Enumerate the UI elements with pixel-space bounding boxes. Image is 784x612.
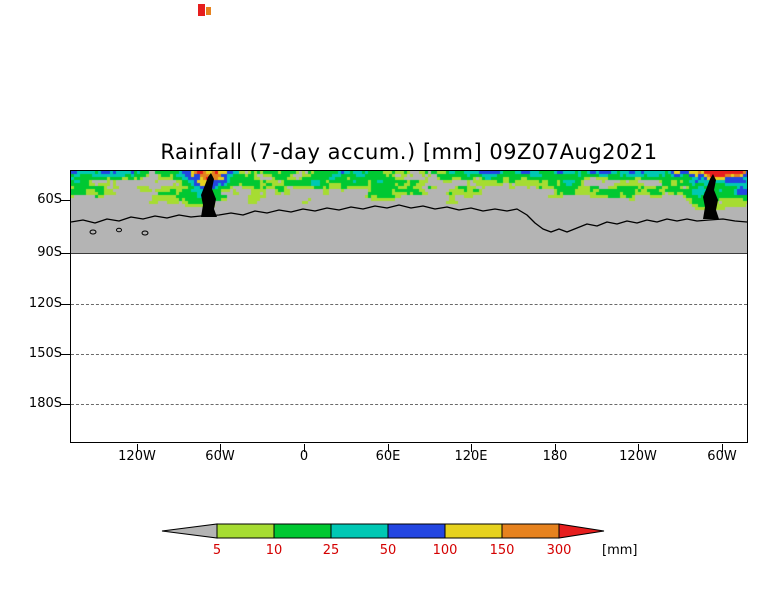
colorbar-segment <box>501 523 560 539</box>
x-axis-tick <box>388 444 389 452</box>
x-tick-label-120w-a: 120W <box>118 449 156 464</box>
x-tick-label-60w-b: 60W <box>707 449 737 464</box>
colorbar-segment <box>387 523 446 539</box>
colorbar-arrow-low <box>161 523 218 539</box>
island-outline <box>89 229 97 235</box>
y-axis-tick <box>61 200 70 201</box>
colorbar-label: 100 <box>432 543 458 558</box>
colorbar-segment <box>444 523 503 539</box>
colorbar: 5 10 25 50 100 150 300 [mm] <box>160 522 670 562</box>
x-axis-tick <box>555 444 556 452</box>
top-edge-artifact-red <box>198 4 205 16</box>
y-tick-label-150s: 150S <box>28 346 62 361</box>
x-axis-tick <box>304 444 305 452</box>
x-tick-label-180: 180 <box>542 449 568 464</box>
colorbar-label: 25 <box>322 543 340 558</box>
x-tick-label-120e: 120E <box>454 449 488 464</box>
chart-title: Rainfall (7-day accum.) [mm] 09Z07Aug202… <box>160 140 658 164</box>
x-tick-label-120w-b: 120W <box>619 449 657 464</box>
x-tick-label-60e: 60E <box>375 449 401 464</box>
x-tick-label-60w-a: 60W <box>205 449 235 464</box>
data-boundary-line-90s <box>71 253 747 254</box>
colorbar-scale <box>161 523 605 539</box>
colorbar-label: 10 <box>265 543 283 558</box>
x-axis-tick <box>137 444 138 452</box>
y-axis-tick <box>61 404 70 405</box>
colorbar-label: 5 <box>212 543 222 558</box>
colorbar-label: 150 <box>489 543 515 558</box>
antarctic-peninsula-east <box>703 174 719 219</box>
rainfall-field-canvas <box>71 171 747 253</box>
colorbar-segment <box>216 523 275 539</box>
colorbar-label: 300 <box>546 543 572 558</box>
gridline-120s <box>71 304 747 305</box>
island-outline <box>116 227 122 233</box>
island-outline <box>141 230 149 236</box>
colorbar-arrow-high <box>558 523 605 539</box>
y-tick-label-90s: 90S <box>37 245 62 260</box>
x-axis-tick <box>638 444 639 452</box>
y-tick-label-120s: 120S <box>28 296 62 311</box>
colorbar-segment <box>273 523 332 539</box>
gridline-180s <box>71 404 747 405</box>
antarctic-peninsula-west <box>201 173 217 217</box>
y-axis-tick <box>61 354 70 355</box>
x-axis-tick <box>220 444 221 452</box>
y-tick-label-60s: 60S <box>37 192 62 207</box>
top-edge-artifact-orange <box>206 7 211 15</box>
colorbar-unit: [mm] <box>602 543 638 558</box>
colorbar-label: 50 <box>379 543 397 558</box>
antarctic-coastline <box>71 173 747 236</box>
x-tick-label-0: 0 <box>299 449 309 464</box>
colorbar-segment <box>330 523 389 539</box>
y-axis-tick <box>61 253 70 254</box>
y-axis-tick <box>61 304 70 305</box>
gridline-150s <box>71 354 747 355</box>
x-axis-tick <box>722 444 723 452</box>
y-tick-label-180s: 180S <box>28 396 62 411</box>
coastline-path <box>71 204 747 233</box>
x-axis-tick <box>471 444 472 452</box>
map-plot-area <box>70 170 748 443</box>
